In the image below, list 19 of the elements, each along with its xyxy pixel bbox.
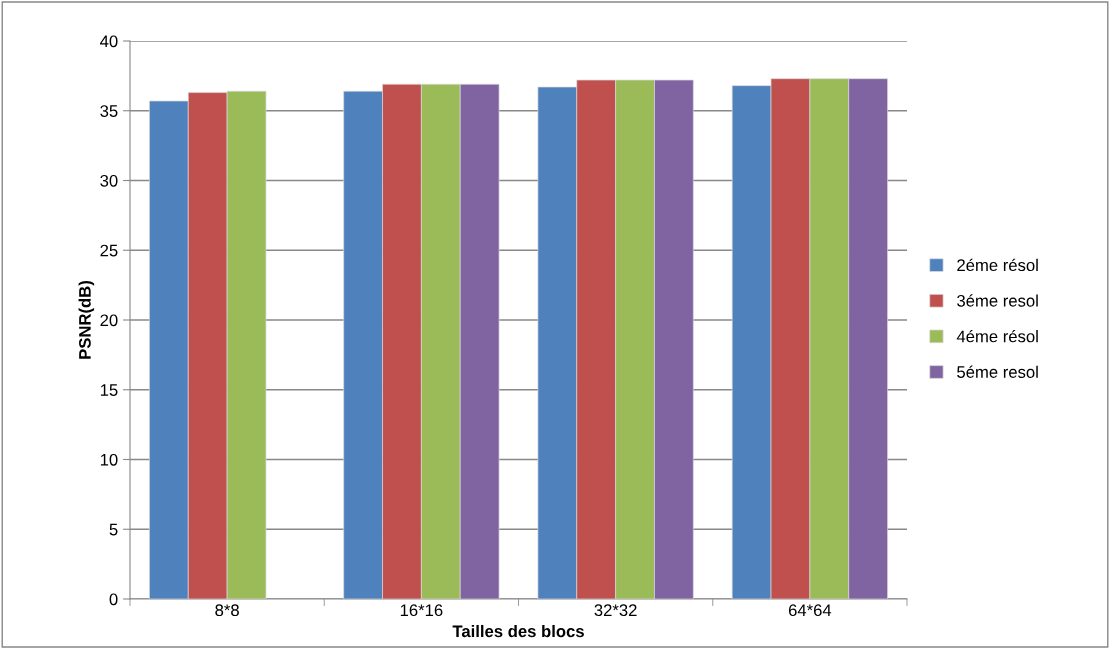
y-tick-label: 40 <box>100 35 118 48</box>
x-tick-label: 16*16 <box>400 604 443 617</box>
y-tick-label: 15 <box>100 384 118 396</box>
y-tick-label: 10 <box>100 453 118 466</box>
x-tick-label: 32*32 <box>594 604 637 617</box>
y-tick-label: 5 <box>109 523 118 536</box>
legend-label: 2éme résol <box>957 258 1038 272</box>
y-tick-label: 30 <box>100 174 118 187</box>
y-axis-title: PSNR(dB) <box>78 281 95 359</box>
x-tick-label: 8*8 <box>215 604 239 617</box>
y-tick-label: 0 <box>109 593 118 606</box>
x-tick-label: 64*64 <box>788 604 832 617</box>
legend-label: 3éme resol <box>957 294 1038 307</box>
x-axis-title: Tailles des blocs <box>452 624 584 638</box>
legend-label: 4éme résol <box>956 329 1038 343</box>
y-tick-label: 20 <box>100 314 118 327</box>
y-tick-label: 35 <box>100 105 118 117</box>
y-tick-label: 25 <box>100 244 118 257</box>
legend-label: 5éme resol <box>957 365 1038 378</box>
